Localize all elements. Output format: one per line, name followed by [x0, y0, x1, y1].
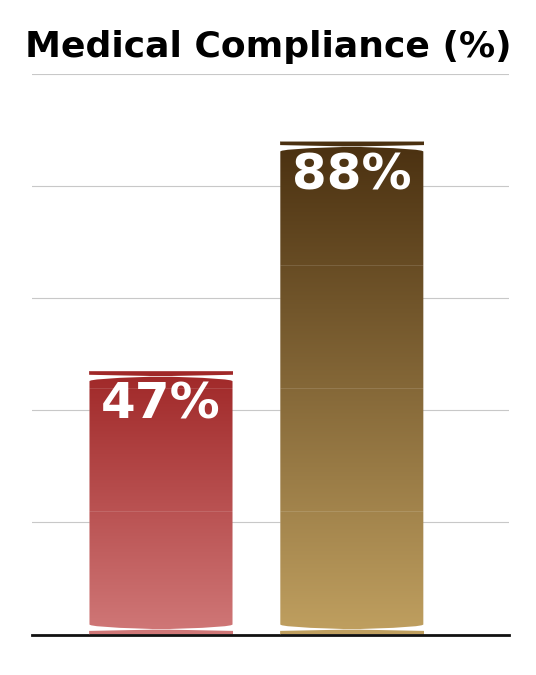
Text: 88%: 88%: [292, 151, 412, 199]
Text: Medical Compliance (%): Medical Compliance (%): [25, 30, 511, 64]
Text: 47%: 47%: [101, 381, 221, 429]
